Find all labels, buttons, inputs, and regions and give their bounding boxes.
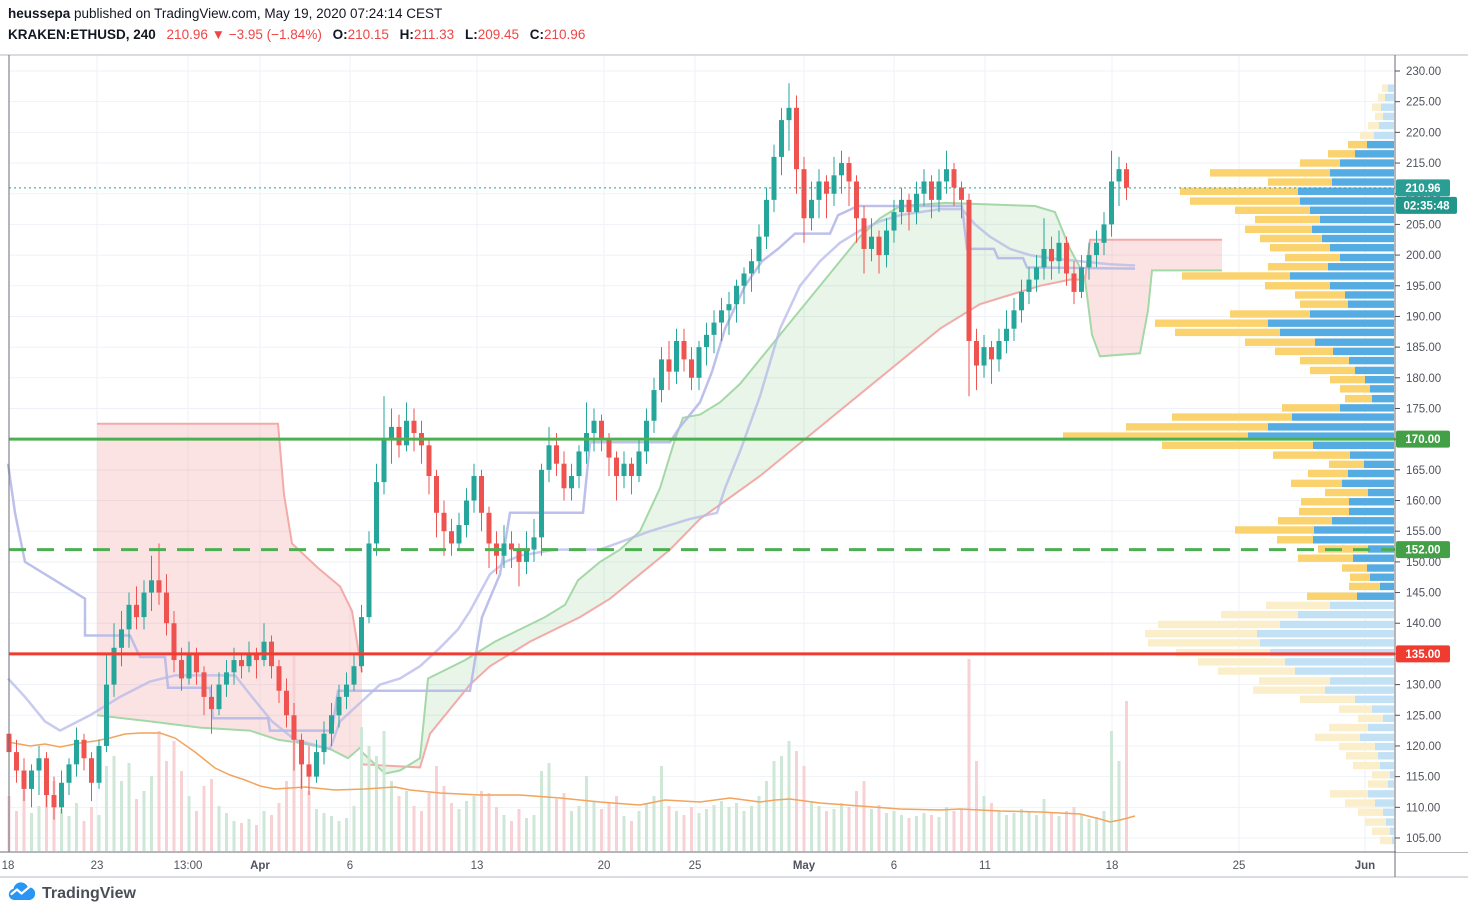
price-axis[interactable]: 230.00225.00220.00215.00210.00205.00200.… [1395,56,1468,852]
svg-text:160.00: 160.00 [1406,496,1441,508]
svg-text:125.00: 125.00 [1406,710,1441,722]
svg-text:145.00: 145.00 [1406,588,1441,600]
open-label: O: [332,26,348,42]
low-value: 209.45 [477,26,520,42]
svg-text:25: 25 [689,860,702,872]
last-price-badge[interactable] [1396,179,1450,197]
symbol-ohlc-row: KRAKEN:ETHUSD, 240 210.96 ▼ −3.95 (−1.84… [8,25,585,45]
down-arrow-icon: ▼ [211,26,225,42]
svg-text:13: 13 [471,860,484,872]
svg-text:25: 25 [1233,860,1246,872]
open-value: 210.15 [347,26,389,42]
low-label: L: [464,26,478,42]
price-change: −3.95 (−1.84%) [228,26,322,42]
ichimoku-cloud [96,201,1222,775]
svg-text:165.00: 165.00 [1406,465,1441,477]
support-resistance-lines[interactable] [9,437,1395,656]
tradingview-logo-text[interactable]: TradingView [42,885,136,902]
svg-text:225.00: 225.00 [1406,97,1441,109]
svg-text:180.00: 180.00 [1406,373,1441,385]
svg-text:185.00: 185.00 [1406,342,1441,354]
svg-text:13:00: 13:00 [174,860,203,872]
svg-text:May: May [793,860,816,872]
svg-text:6: 6 [347,860,353,872]
svg-text:18: 18 [2,860,15,872]
svg-text:110.00: 110.00 [1406,802,1440,814]
svg-text:155.00: 155.00 [1406,526,1441,538]
footer: TradingView [8,882,136,906]
svg-text:20: 20 [598,860,611,872]
level-badge-135.00[interactable] [1396,645,1450,663]
svg-text:195.00: 195.00 [1406,281,1441,293]
svg-text:Apr: Apr [250,860,270,872]
svg-text:02:35:48: 02:35:48 [1403,200,1450,212]
author-name: heussepa [8,6,71,21]
plot-borders [0,54,1468,878]
svg-text:18: 18 [1106,860,1119,872]
svg-text:170.00: 170.00 [1405,434,1440,446]
high-value: 211.33 [413,26,455,42]
svg-text:Jun: Jun [1355,860,1375,872]
svg-text:150.00: 150.00 [1406,557,1441,569]
svg-text:220.00: 220.00 [1406,127,1441,139]
svg-text:130.00: 130.00 [1406,680,1441,692]
close-value: 210.96 [544,26,586,42]
bar-countdown-badge[interactable] [1396,196,1457,214]
time-axis[interactable]: 18 23 13:00 Apr 6 13 20 25 May 6 11 18 25 Jun [0,853,1394,876]
svg-text:11: 11 [979,860,991,872]
volume-ma-line [7,732,1136,823]
svg-text:205.00: 205.00 [1406,219,1441,231]
svg-text:200.00: 200.00 [1406,250,1441,262]
svg-text:115.00: 115.00 [1406,772,1440,784]
symbol-title: KRAKEN:ETHUSD, 240 [8,26,156,42]
svg-text:152.00: 152.00 [1405,545,1440,557]
publish-info: heussepa published on TradingView.com, M… [8,4,585,24]
svg-text:105.00: 105.00 [1406,833,1441,845]
publish-date: published on TradingView.com, May 19, 20… [70,6,443,21]
svg-text:215.00: 215.00 [1406,158,1441,170]
svg-text:6: 6 [891,860,897,872]
level-badge-152.00[interactable] [1396,541,1450,559]
svg-text:140.00: 140.00 [1406,618,1441,630]
svg-text:120.00: 120.00 [1406,741,1441,753]
volume-pane [7,656,1136,851]
last-price-value: 210.96 [166,26,208,42]
tradingview-logo[interactable] [8,882,36,906]
svg-text:210.96: 210.96 [1405,183,1440,195]
svg-text:23: 23 [91,860,104,872]
publish-header: heussepa published on TradingView.com, M… [8,4,586,45]
close-label: C: [529,26,545,42]
svg-text:190.00: 190.00 [1406,311,1441,323]
svg-text:135.00: 135.00 [1405,649,1440,661]
level-badge-170.00[interactable] [1396,430,1450,448]
high-label: H: [399,26,414,42]
svg-text:230.00: 230.00 [1406,66,1441,78]
svg-text:175.00: 175.00 [1406,403,1441,415]
